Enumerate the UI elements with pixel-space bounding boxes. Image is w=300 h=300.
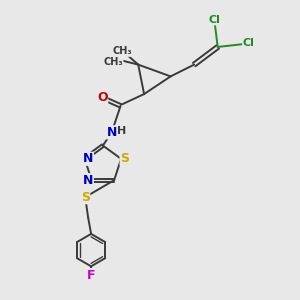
Text: N: N bbox=[106, 126, 117, 139]
Text: F: F bbox=[87, 268, 95, 282]
Text: CH₃: CH₃ bbox=[112, 46, 132, 56]
Text: H: H bbox=[117, 126, 127, 136]
Text: O: O bbox=[97, 91, 108, 104]
Text: N: N bbox=[83, 174, 93, 187]
Text: Cl: Cl bbox=[243, 38, 255, 47]
Text: Cl: Cl bbox=[209, 15, 221, 25]
Text: S: S bbox=[81, 190, 90, 204]
Text: CH₃: CH₃ bbox=[103, 57, 123, 67]
Text: S: S bbox=[120, 152, 129, 165]
Text: N: N bbox=[83, 152, 93, 165]
